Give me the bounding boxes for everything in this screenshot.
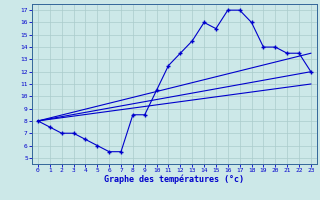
X-axis label: Graphe des températures (°c): Graphe des températures (°c) (104, 175, 244, 184)
